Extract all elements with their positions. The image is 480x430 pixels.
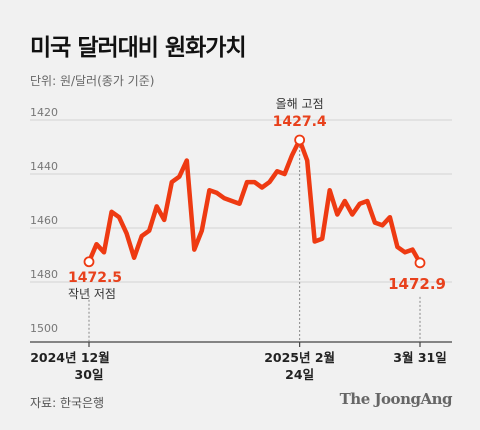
unit-label: 단위: 원/달러(종가 기준): [30, 74, 155, 88]
data-point-marker: [294, 134, 306, 146]
source-label: 자료: 한국은행: [30, 396, 105, 410]
x-tick-label: 2024년 12월: [30, 350, 110, 365]
x-tick-label: 30일: [75, 367, 104, 382]
data-label-end: 1472.9: [388, 275, 446, 293]
annotation-note-peak: 올해 고점: [276, 97, 324, 111]
y-tick-label: 1480: [30, 268, 58, 281]
y-tick-label: 1460: [30, 214, 58, 227]
data-point-marker: [414, 257, 426, 269]
x-tick-label: 3월 31일: [393, 350, 446, 365]
y-tick-label: 1500: [30, 322, 58, 335]
data-label-peak: 1427.4: [273, 114, 327, 130]
series-line: [86, 137, 423, 266]
x-tick-label: 24일: [285, 367, 314, 382]
y-tick-label: 1420: [30, 106, 58, 119]
chart-title: 미국 달러대비 원화가치: [30, 35, 247, 61]
brand-logo: The JoongAng: [339, 390, 453, 408]
data-point-marker: [83, 256, 95, 268]
data-label-start: 1472.5: [68, 270, 122, 286]
x-tick-label: 2025년 2월: [264, 350, 335, 365]
y-tick-label: 1440: [30, 160, 58, 173]
annotation-note-start: 작년 저점: [68, 287, 116, 301]
